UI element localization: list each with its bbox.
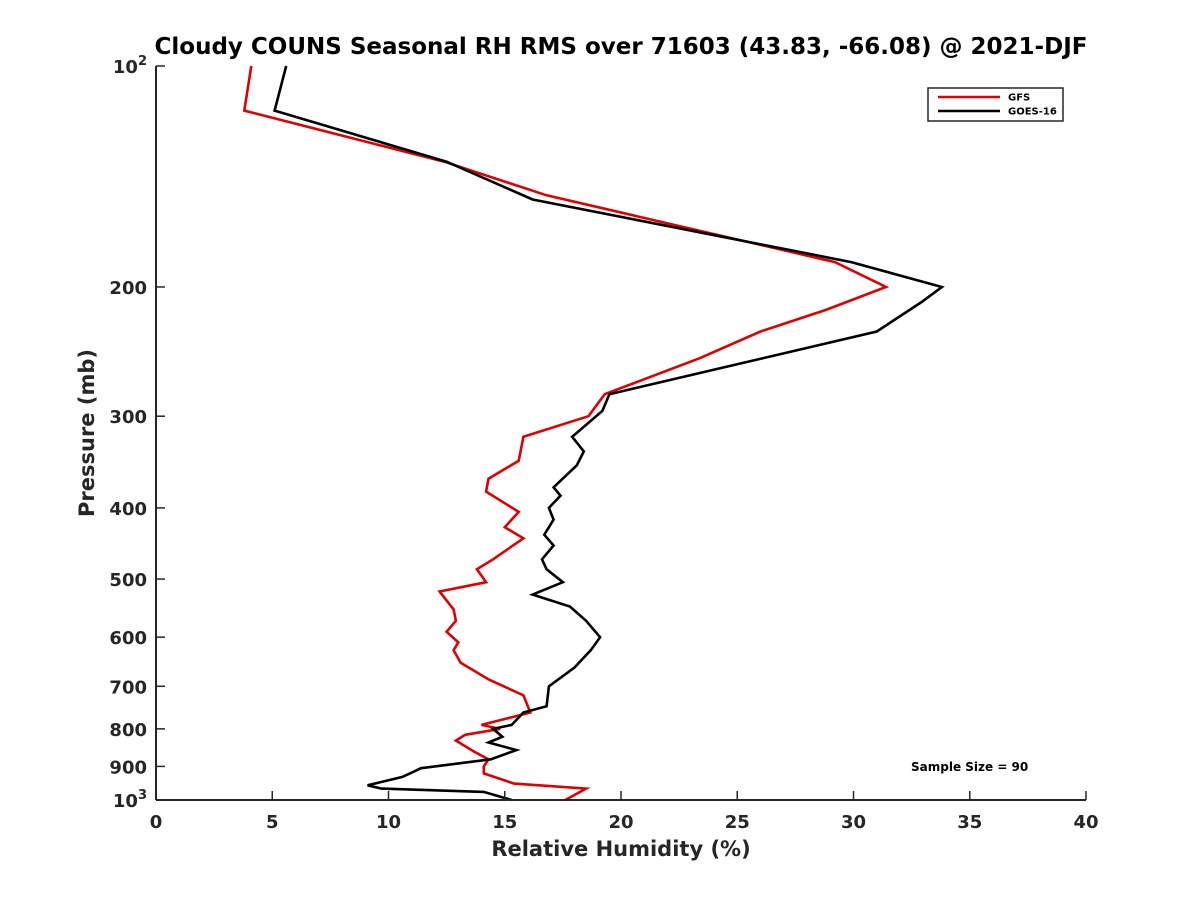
- series-line-gfs: [242, 65, 890, 802]
- x-tick-label: 10: [376, 812, 401, 833]
- y-tick-label: 500: [109, 570, 147, 591]
- y-tick-label: 103: [113, 788, 147, 812]
- y-tick-label: 102: [113, 54, 147, 78]
- y-tick-label: 200: [109, 278, 147, 299]
- series-layer: [242, 65, 945, 802]
- axes-layer: [155, 66, 1086, 801]
- y-tick-label: 900: [109, 757, 147, 778]
- y-tick-label: 700: [109, 677, 147, 698]
- x-axis-label: Relative Humidity (%): [491, 837, 750, 861]
- legend-label-goes-16: GOES-16: [1008, 107, 1057, 118]
- y-axis-label: Pressure (mb): [75, 349, 99, 517]
- legend-box: [927, 87, 1064, 122]
- series-line-goes-16: [273, 65, 945, 802]
- x-tick-label: 30: [841, 812, 866, 833]
- x-tick-label: 40: [1073, 812, 1098, 833]
- x-ticks: 0 5 10 15 20 25 30 35 40: [150, 791, 1099, 833]
- x-tick-label: 20: [608, 812, 633, 833]
- x-tick-label: 35: [957, 812, 982, 833]
- chart-title: Cloudy COUNS Seasonal RH RMS over 71603 …: [155, 34, 1088, 60]
- x-tick-label: 0: [150, 812, 163, 833]
- y-tick-label: 800: [109, 720, 147, 741]
- legend: GFS GOES-16: [927, 87, 1064, 122]
- x-tick-label: 15: [492, 812, 517, 833]
- y-tick-label: 400: [109, 499, 147, 520]
- sample-size-annotation: Sample Size = 90: [911, 760, 1028, 774]
- x-tick-label: 25: [725, 812, 750, 833]
- y-tick-label: 300: [109, 407, 147, 428]
- legend-label-gfs: GFS: [1008, 93, 1030, 104]
- y-tick-label: 600: [109, 628, 147, 649]
- x-tick-label: 5: [266, 812, 279, 833]
- y-ticks: 102 200 300 400 500 600 700 800 900 103: [109, 54, 165, 812]
